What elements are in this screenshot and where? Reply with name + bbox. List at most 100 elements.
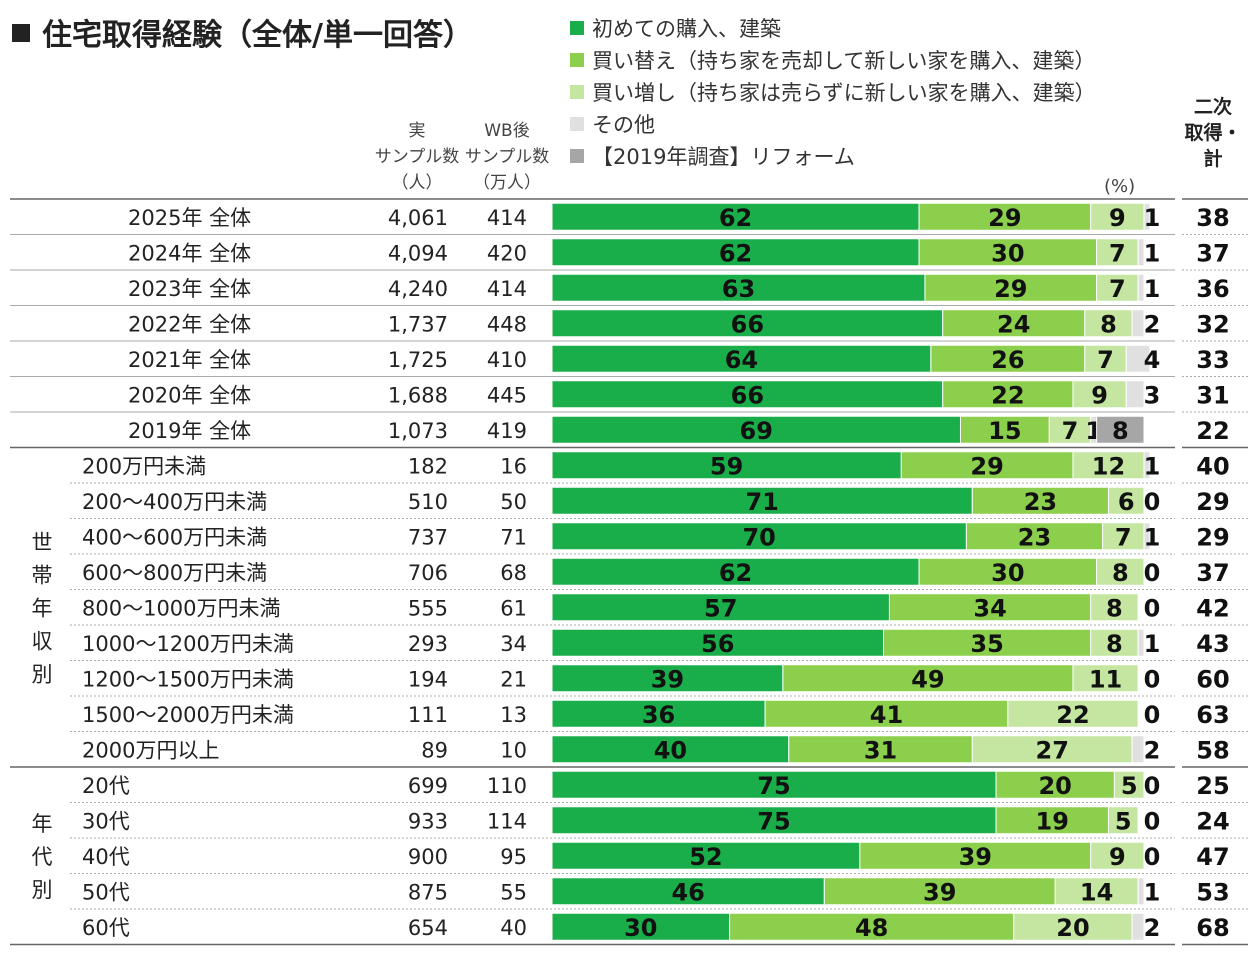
data-label-other: 0 bbox=[1144, 559, 1161, 587]
data-label-other: 1 bbox=[1144, 878, 1161, 906]
row-label: 1000～1200万円未満 bbox=[82, 632, 294, 656]
bar-segment-other bbox=[1137, 238, 1145, 267]
row-label: 800～1000万円未満 bbox=[82, 596, 281, 620]
data-label-first: 30 bbox=[624, 914, 657, 942]
data-label-first: 39 bbox=[651, 665, 684, 693]
data-label-additional: 9 bbox=[1091, 381, 1108, 409]
row-label: 2022年 全体 bbox=[128, 312, 251, 336]
group-label-char: 帯 bbox=[32, 563, 53, 587]
column-header-line: 二次 bbox=[1193, 96, 1232, 118]
bar-segment-replace bbox=[924, 273, 1098, 302]
data-label-additional: 7 bbox=[1109, 239, 1126, 267]
bar-segment-additional bbox=[1072, 451, 1145, 480]
bar-segment-other bbox=[1125, 344, 1151, 373]
sample-count: 699 bbox=[408, 774, 448, 798]
sample-count: 194 bbox=[408, 667, 448, 691]
data-label-other: 3 bbox=[1144, 381, 1161, 409]
secondary-total: 63 bbox=[1196, 701, 1229, 729]
bar-segment-additional bbox=[1096, 238, 1139, 267]
data-label-other: 0 bbox=[1144, 594, 1161, 622]
data-label-other: 1 bbox=[1144, 275, 1161, 303]
data-label-replace: 48 bbox=[855, 914, 888, 942]
bar-segment-replace bbox=[782, 664, 1074, 693]
secondary-total: 29 bbox=[1196, 488, 1229, 516]
secondary-total: 47 bbox=[1196, 843, 1229, 871]
bar-segment-additional bbox=[971, 735, 1133, 764]
data-label-first: 64 bbox=[725, 346, 758, 374]
data-label-additional: 7 bbox=[1062, 417, 1079, 445]
data-label-first: 52 bbox=[689, 843, 722, 871]
row-label: 40代 bbox=[82, 845, 130, 869]
sample-count: 4,061 bbox=[388, 206, 448, 230]
data-label-first: 36 bbox=[642, 701, 675, 729]
data-label-other: 1 bbox=[1144, 452, 1161, 480]
bar-segment-additional bbox=[1084, 309, 1133, 338]
bar-segment-other bbox=[1143, 522, 1151, 551]
bar-segment-replace bbox=[788, 735, 973, 764]
data-label-additional: 22 bbox=[1056, 701, 1089, 729]
wb-count: 61 bbox=[500, 596, 527, 620]
wb-count: 71 bbox=[500, 525, 527, 549]
data-label-replace: 30 bbox=[991, 239, 1024, 267]
bar-segment-first bbox=[551, 806, 997, 835]
legend-swatch bbox=[570, 85, 584, 99]
legend: 初めての購入、建築 買い替え（持ち家を売却して新しい家を購入、建築） 買い増し（持ち… bbox=[570, 12, 1096, 172]
bar-segment-replace bbox=[942, 380, 1074, 409]
data-label-replace: 35 bbox=[970, 630, 1003, 658]
bar-segment-replace bbox=[918, 557, 1098, 586]
data-label-first: 69 bbox=[740, 417, 773, 445]
title-square-icon bbox=[12, 24, 30, 42]
secondary-total: 32 bbox=[1196, 310, 1229, 338]
column-header-line: サンプル数 bbox=[464, 147, 550, 167]
data-label-replace: 29 bbox=[988, 204, 1021, 232]
data-label-first: 57 bbox=[704, 594, 737, 622]
secondary-total: 31 bbox=[1196, 381, 1229, 409]
row-label: 400～600万円未満 bbox=[82, 525, 267, 549]
data-label-additional: 8 bbox=[1106, 630, 1123, 658]
data-label-additional: 5 bbox=[1121, 772, 1138, 800]
column-header-sample: 実サンプル数 （人） bbox=[372, 118, 462, 196]
column-header-line: 取得・ bbox=[1184, 122, 1242, 144]
data-label-replace: 26 bbox=[991, 346, 1024, 374]
bar-segment-other bbox=[1137, 273, 1145, 302]
bar-segment-first bbox=[551, 557, 920, 586]
bar-segment-replace bbox=[918, 202, 1092, 231]
secondary-total: 43 bbox=[1196, 630, 1229, 658]
bar-segment-additional bbox=[1090, 593, 1139, 622]
data-label-additional: 5 bbox=[1115, 807, 1132, 835]
wb-count: 21 bbox=[500, 667, 527, 691]
wb-count: 414 bbox=[487, 206, 527, 230]
bar-segment-replace bbox=[995, 806, 1109, 835]
data-label-replace: 30 bbox=[991, 559, 1024, 587]
bar-segment-first bbox=[551, 522, 967, 551]
bar-segment-replace bbox=[942, 309, 1086, 338]
data-label-first: 62 bbox=[719, 559, 752, 587]
data-label-first: 66 bbox=[731, 381, 764, 409]
sample-count: 1,725 bbox=[388, 348, 448, 372]
data-label-reform: 8 bbox=[1112, 417, 1129, 445]
bar-segment-first bbox=[551, 202, 920, 231]
wb-count: 34 bbox=[500, 632, 527, 656]
sample-count: 737 bbox=[408, 525, 448, 549]
bar-segment-replace bbox=[995, 770, 1115, 799]
row-label: 1200～1500万円未満 bbox=[82, 667, 294, 691]
data-label-additional: 11 bbox=[1089, 665, 1122, 693]
sample-count: 900 bbox=[408, 845, 448, 869]
bar-segment-replace bbox=[764, 699, 1009, 728]
bar-segment-additional bbox=[1113, 770, 1145, 799]
bar-segment-first bbox=[551, 664, 784, 693]
legend-item-reform: 【2019年調査】リフォーム bbox=[570, 140, 1096, 172]
bar-segment-first bbox=[551, 238, 920, 267]
sample-count: 89 bbox=[421, 738, 448, 762]
data-label-additional: 7 bbox=[1097, 346, 1114, 374]
wb-count: 110 bbox=[487, 774, 527, 798]
bar-segment-additional bbox=[1096, 557, 1145, 586]
secondary-total: 38 bbox=[1196, 204, 1229, 232]
bar-segment-replace bbox=[900, 451, 1074, 480]
wb-count: 95 bbox=[500, 845, 527, 869]
data-label-replace: 49 bbox=[911, 665, 944, 693]
data-label-other: 1 bbox=[1144, 523, 1161, 551]
data-label-additional: 8 bbox=[1106, 594, 1123, 622]
data-label-additional: 14 bbox=[1080, 878, 1113, 906]
legend-swatch bbox=[570, 53, 584, 67]
